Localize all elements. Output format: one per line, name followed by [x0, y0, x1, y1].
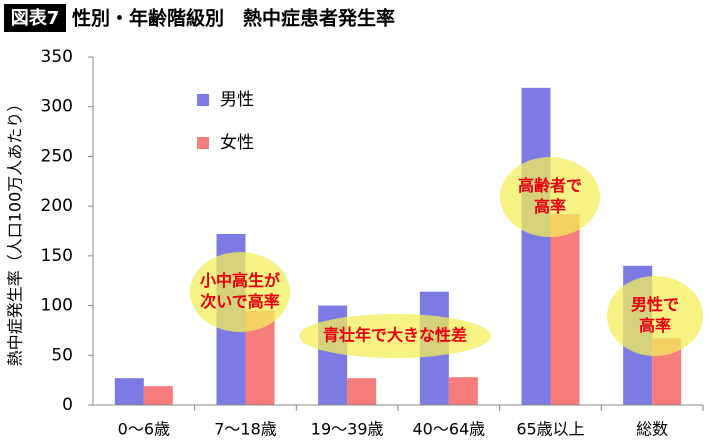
bar [448, 377, 478, 405]
legend-swatch [197, 137, 209, 149]
legend-label: 男性 [220, 90, 254, 110]
bar [114, 378, 144, 405]
annotation-text: 次いで高率 [200, 292, 280, 311]
annotation-ellipse [299, 314, 491, 358]
y-tick-label: 100 [41, 296, 73, 316]
annotation-text: 高齢者で [518, 176, 582, 195]
annotation-text: 小中高生が [200, 271, 280, 290]
x-tick-label: 0〜6歳 [118, 420, 170, 439]
annotation-text: 高率 [639, 316, 671, 335]
y-tick-label: 200 [41, 196, 73, 216]
y-tick-label: 300 [41, 97, 73, 117]
annotation-ellipse [190, 252, 290, 332]
chart-label: 図表7 [11, 7, 60, 29]
y-axis-label: 熱中症発生率（人口100万人あたり） [6, 96, 25, 367]
annotation-text: 高率 [534, 197, 566, 216]
annotation-ellipse [607, 276, 703, 356]
y-tick-label: 0 [62, 395, 73, 415]
bar [347, 378, 377, 405]
x-tick-label: 総数 [636, 420, 668, 439]
bar [143, 386, 173, 405]
x-tick-label: 19〜39歳 [311, 420, 384, 439]
x-tick-label: 40〜64歳 [412, 420, 485, 439]
annotation-text: 男性で [631, 295, 679, 314]
x-tick-label: 65歳以上 [516, 420, 584, 439]
annotation-ellipse [500, 157, 600, 237]
y-tick-label: 350 [41, 47, 73, 67]
bar [550, 214, 580, 405]
annotation-text: 青壮年で大きな性差 [323, 326, 467, 345]
x-tick-label: 7〜18歳 [214, 420, 277, 439]
y-tick-label: 250 [41, 146, 73, 166]
bar [521, 87, 551, 405]
legend-label: 女性 [220, 133, 254, 153]
label-box [4, 4, 66, 32]
chart-title: 性別・年齢階級別 熱中症患者発生率 [72, 7, 395, 30]
legend-swatch [197, 94, 209, 106]
y-tick-label: 50 [51, 345, 73, 365]
y-tick-label: 150 [41, 246, 73, 266]
